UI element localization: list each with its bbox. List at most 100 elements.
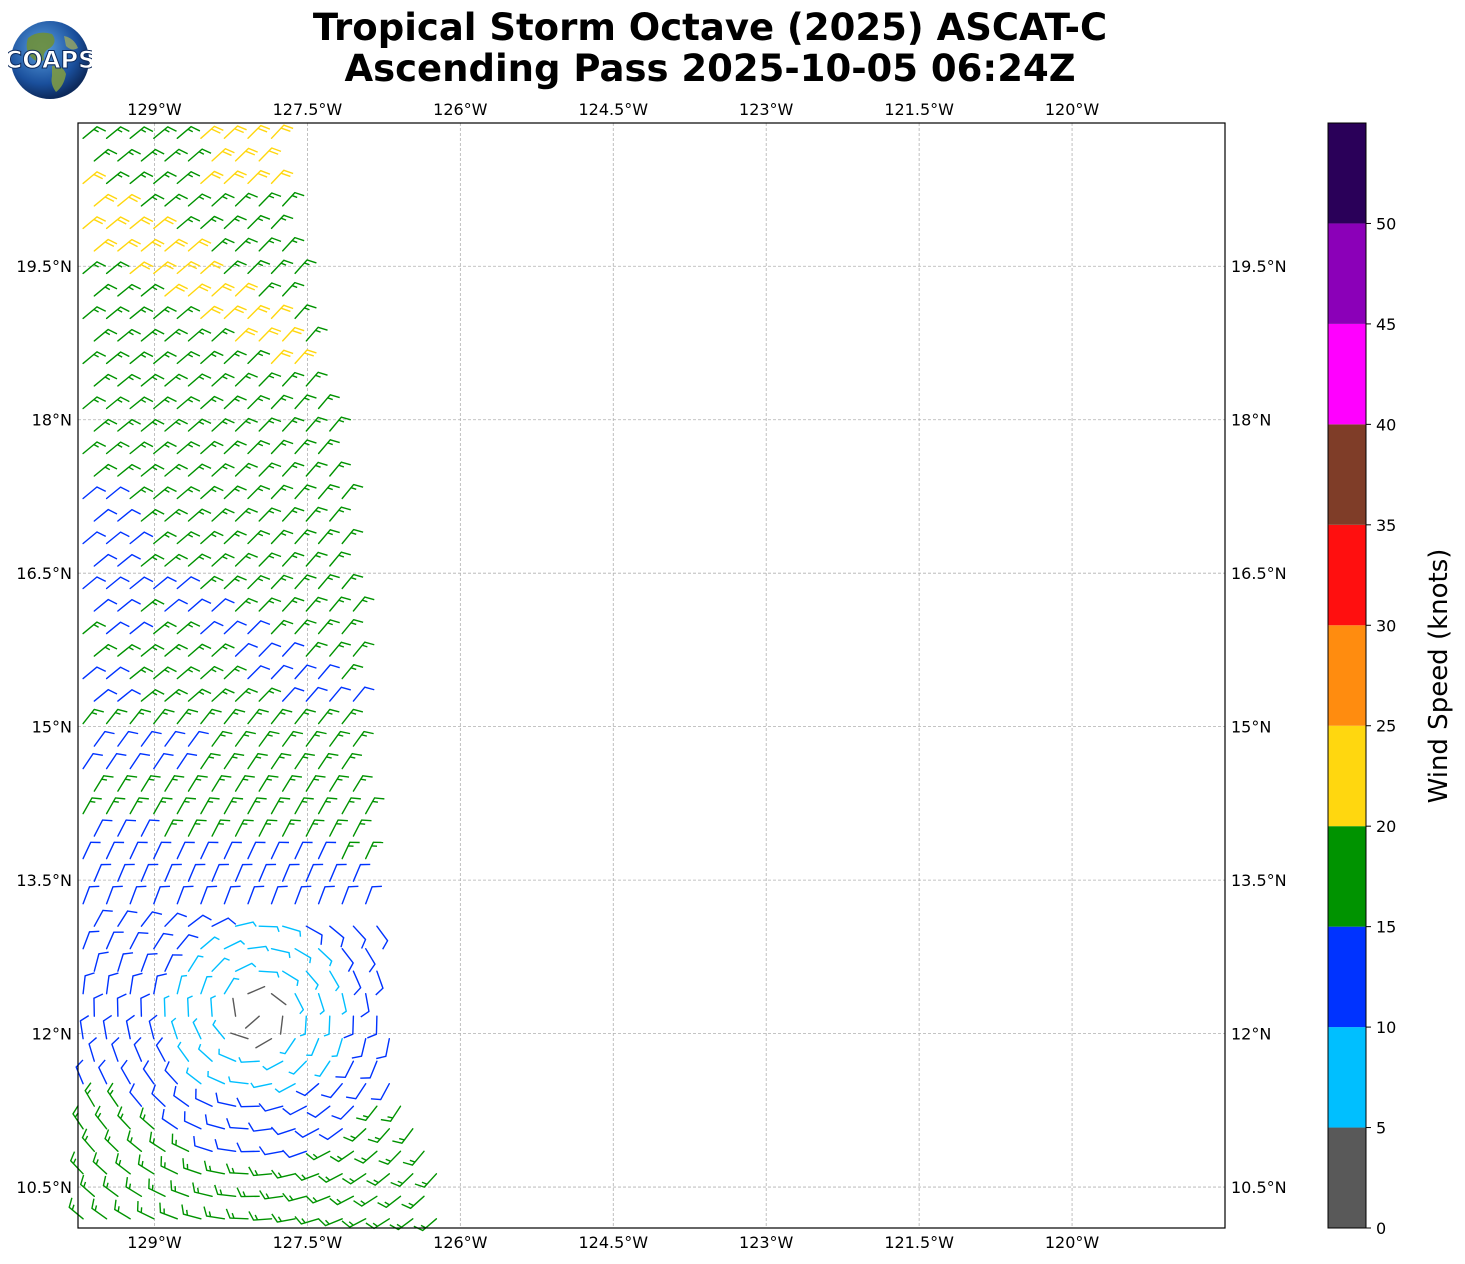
wind-barb — [211, 730, 233, 747]
colorbar-tick-label: 45 — [1376, 315, 1396, 334]
wind-barb — [105, 931, 124, 950]
wind-barb — [258, 327, 282, 342]
lon-tick-label: 126°W — [433, 1233, 488, 1252]
wind-barb — [161, 1108, 179, 1130]
colorbar-tick-label: 5 — [1376, 1119, 1386, 1138]
wind-barb — [187, 283, 212, 297]
wind-barb — [176, 576, 201, 590]
wind-barb — [148, 1014, 158, 1040]
wind-barb — [82, 531, 107, 545]
wind-barb — [82, 576, 107, 590]
wind-barb — [88, 1037, 98, 1062]
wind-barb — [94, 1105, 108, 1130]
wind-barb — [234, 962, 257, 972]
wind-barb — [282, 687, 305, 702]
wind-barb — [331, 1037, 343, 1058]
wind-barb — [389, 1218, 414, 1231]
wind-barb — [129, 126, 154, 140]
wind-barb — [117, 148, 141, 162]
wind-barb — [114, 1199, 131, 1220]
wind-barb — [258, 863, 277, 882]
wind-barb — [211, 957, 230, 972]
wind-barb — [140, 598, 165, 612]
wind-barb — [187, 598, 212, 612]
wind-barb — [234, 192, 258, 207]
lon-tick-label: 126°W — [433, 100, 488, 119]
wind-barb — [107, 1082, 119, 1107]
map-gridlines — [78, 123, 1225, 1228]
wind-barb — [187, 553, 212, 567]
wind-barb — [93, 819, 113, 837]
colorbar-bin — [1328, 424, 1366, 525]
wind-barb — [211, 418, 235, 432]
wind-barb — [329, 819, 348, 837]
colorbar-bin — [1328, 926, 1366, 1028]
wind-barb — [335, 1060, 355, 1078]
lat-tick-label: 15°N — [32, 718, 72, 737]
wind-barb — [200, 936, 220, 950]
wind-barb — [282, 597, 305, 612]
colorbar-tick-label: 40 — [1376, 415, 1396, 434]
wind-barb — [200, 485, 224, 500]
wind-barb — [129, 797, 149, 815]
wind-barb — [341, 528, 364, 545]
wind-barb — [305, 775, 326, 792]
wind-barb — [170, 1180, 190, 1198]
wind-barb — [93, 688, 118, 702]
wind-barb — [80, 1174, 96, 1198]
wind-barb — [247, 530, 271, 545]
lat-tick-label: 16.5°N — [16, 564, 72, 583]
wind-barb — [305, 326, 328, 342]
wind-barb — [270, 797, 291, 815]
wind-barb — [223, 530, 247, 545]
wind-barb — [244, 1015, 260, 1029]
wind-barb — [187, 193, 212, 207]
wind-barb — [351, 1037, 367, 1059]
wind-barb — [225, 1208, 249, 1220]
wind-barb — [153, 171, 177, 185]
wind-barb — [247, 349, 271, 365]
wind-barb — [234, 372, 258, 387]
wind-barb — [294, 1215, 320, 1225]
wind-barb — [117, 193, 141, 207]
lon-tick-label: 129°W — [127, 1233, 182, 1252]
wind-barb — [294, 752, 315, 770]
wind-barb — [282, 819, 301, 837]
wind-barb — [258, 507, 282, 522]
wind-barb — [341, 1218, 367, 1228]
map-frame — [77, 122, 1226, 1229]
wind-barb — [176, 752, 198, 770]
wind-barb — [225, 1163, 249, 1175]
wind-barb — [211, 917, 237, 927]
wind-barb — [238, 1057, 260, 1063]
wind-barb — [200, 975, 213, 995]
wind-barb — [164, 553, 188, 567]
wind-barb — [68, 1197, 84, 1220]
wind-barb — [153, 576, 177, 590]
wind-barb — [164, 508, 188, 522]
wind-barb — [93, 463, 118, 477]
wind-barb — [258, 819, 278, 837]
wind-barb — [247, 885, 265, 905]
wind-barb — [105, 531, 130, 545]
wind-barb — [282, 236, 305, 252]
wind-barb — [81, 1128, 96, 1153]
wind-barb — [270, 752, 292, 770]
wind-barb — [305, 819, 325, 837]
wind-barb — [305, 641, 328, 657]
wind-barb — [140, 418, 165, 432]
lon-tick-label: 123°W — [739, 100, 794, 119]
wind-barb — [317, 484, 340, 500]
wind-barb — [247, 440, 271, 455]
wind-barb — [153, 126, 177, 140]
wind-barb — [317, 993, 325, 1015]
lat-tick-label: 10.5°N — [1231, 1178, 1287, 1197]
wind-barb — [117, 952, 134, 972]
wind-barb — [164, 148, 188, 162]
wind-barb — [247, 708, 269, 725]
wind-barb — [341, 885, 359, 905]
wind-barb — [155, 1037, 166, 1062]
wind-barb — [329, 416, 351, 432]
wind-barb — [117, 553, 141, 567]
wind-barb — [153, 797, 173, 815]
